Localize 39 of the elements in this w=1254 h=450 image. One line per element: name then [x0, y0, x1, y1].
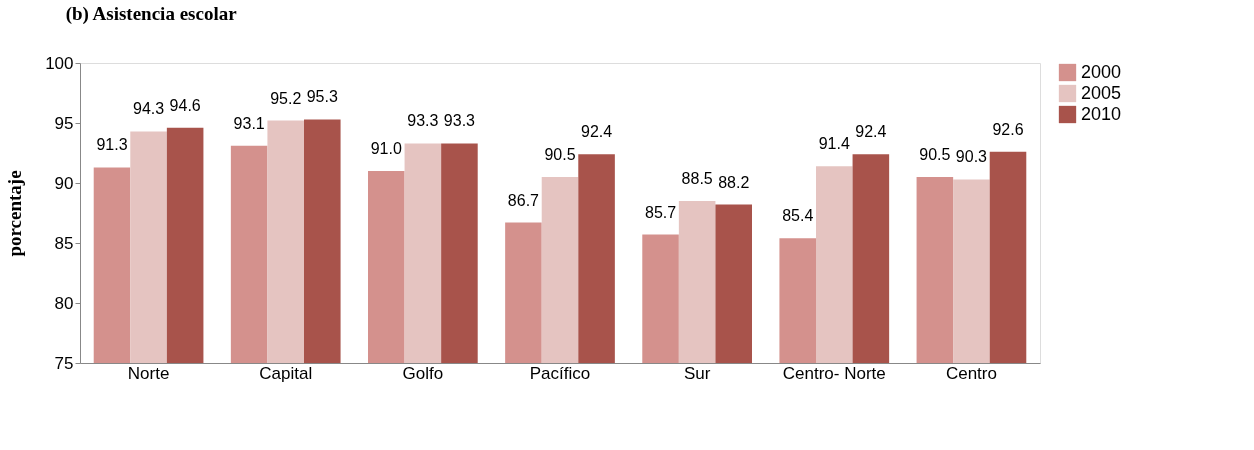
y-tick-label: 80 [54, 293, 74, 313]
x-tick-label: Norte [127, 363, 170, 383]
data-label: 92.6 [992, 120, 1024, 138]
data-label: 85.7 [645, 203, 677, 221]
y-tick-label: 85 [54, 233, 74, 253]
legend-label: 2000 [1081, 61, 1122, 82]
y-tick-label: 90 [54, 173, 74, 193]
data-label: 93.3 [443, 112, 476, 130]
y-axis-title: porcentaje [4, 170, 26, 257]
data-label: 94.3 [133, 100, 165, 118]
data-label: 90.3 [955, 148, 988, 166]
x-tick-label: Capital [259, 363, 313, 383]
x-tick-label: Golfo [402, 363, 444, 383]
x-tick-label: Centro- Norte [782, 363, 886, 383]
data-label: 95.2 [270, 89, 302, 107]
x-tick-label: Sur [683, 363, 711, 383]
data-label: 92.4 [581, 123, 613, 141]
data-label: 93.3 [407, 112, 439, 130]
y-tick-label: 75 [54, 353, 74, 373]
data-label: 95.3 [306, 88, 338, 106]
y-tick-label: 100 [45, 53, 74, 73]
data-label: 86.7 [507, 191, 540, 209]
data-label: 91.4 [818, 135, 850, 153]
data-label: 94.6 [169, 96, 201, 114]
data-label: 85.4 [782, 207, 814, 225]
x-tick-label: Centro [945, 363, 997, 383]
data-label: 88.5 [681, 170, 713, 187]
data-label: 91.3 [96, 136, 128, 154]
y-tick-label: 95 [54, 113, 74, 133]
chart-title: (b) Asistencia escolar [65, 3, 238, 25]
legend-label: 2010 [1081, 103, 1122, 124]
data-label: 90.5 [919, 146, 951, 163]
data-label: 88.2 [718, 173, 750, 191]
legend-label: 2005 [1081, 82, 1122, 103]
x-tick-label: Pacífico [529, 363, 591, 383]
data-label: 93.1 [233, 114, 265, 132]
data-label: 91.0 [370, 140, 402, 157]
data-label: 90.5 [544, 146, 576, 163]
data-label: 92.4 [855, 123, 887, 141]
